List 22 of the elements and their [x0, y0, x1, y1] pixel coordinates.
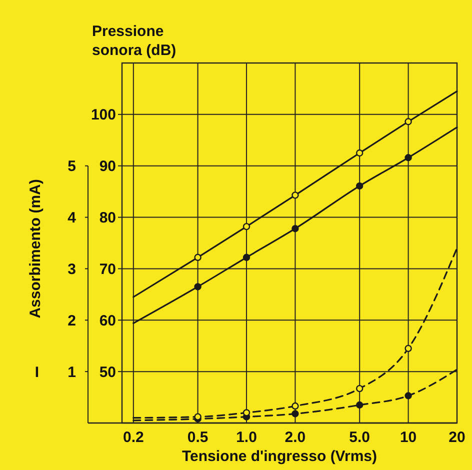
x-tick-label: 20	[448, 429, 466, 446]
x-tick-label: 2.0	[284, 429, 306, 446]
y-axis-title: Pressione sonora (dB)	[92, 23, 176, 59]
y-tick-label: 100	[90, 106, 116, 124]
y2-tick-label: 4	[68, 210, 77, 227]
x-tick-label: 10	[400, 429, 417, 446]
text: I	[34, 364, 40, 381]
y-tick-label: 70	[99, 260, 116, 278]
x-axis-title: Tensione d'ingresso (Vrms)	[182, 448, 378, 465]
y2-tick-label: 2	[68, 312, 76, 330]
y-tick-label: 80	[99, 210, 116, 227]
y2-tick-label: 5	[68, 158, 76, 176]
y2-tick-label: 3	[68, 260, 76, 278]
y-tick-label: 60	[99, 312, 116, 330]
x-tick-label: 0.2	[122, 429, 144, 446]
y2-tick-label: 1	[68, 364, 76, 381]
y2-axis-title: Assorbimento (mA)	[27, 179, 44, 318]
y-tick-label: 90	[99, 158, 116, 176]
x-tick-label: 0.5	[187, 429, 208, 446]
y-tick-label: 50	[99, 364, 116, 381]
x-tick-label: 5.0	[349, 429, 370, 446]
x-tick-label: 1.0	[236, 429, 257, 446]
